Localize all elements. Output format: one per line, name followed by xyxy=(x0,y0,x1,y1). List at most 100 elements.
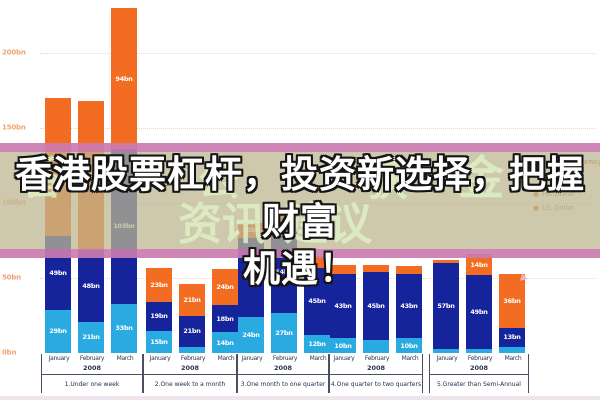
axis-group: January February March 2008 1.Under one week xyxy=(41,354,143,393)
y-tick-label: 200bn xyxy=(2,48,26,57)
bar-3-march: 45bn 12bn xyxy=(304,255,330,353)
segment-navy: 43bn xyxy=(330,273,356,338)
segment-value-label: 24bn xyxy=(242,331,260,339)
segment-value-label: 13bn xyxy=(503,333,521,342)
segment-navy: 48bn xyxy=(78,249,104,322)
segment-value-label: 19bn xyxy=(150,312,168,321)
axis-group: January February March 2008 2.One week to a … xyxy=(143,354,237,393)
promo-banner: 香 公 获金资讯 建议 香港股票杠杆，投资新选择，把握财富 机遇！ xyxy=(0,143,600,290)
year-label: 2008 xyxy=(366,364,386,372)
segment-orange: 94bn xyxy=(111,8,137,149)
segment-value-label: 53bn xyxy=(242,273,260,282)
segment-value-label: 33bn xyxy=(115,324,133,333)
segment-orange: 36bn xyxy=(499,273,525,328)
segment-value-label: 49bn xyxy=(470,307,488,316)
bar-4-march: 43bn 10bn xyxy=(396,266,422,353)
y-tick-label: 0bn xyxy=(2,348,17,357)
axis-group: January February March 2008 3.One month to o… xyxy=(237,354,329,393)
segment-light_blue: 24bn xyxy=(238,317,264,353)
segment-orange: 14bn xyxy=(466,254,492,275)
segment-value-label: 43bn xyxy=(334,301,352,310)
segment-value-label: 14bn xyxy=(216,338,234,347)
axis-group: January February March 2008 5.Greater than S… xyxy=(429,354,529,393)
segment-value-label: 21bn xyxy=(82,333,100,342)
segment-orange xyxy=(363,264,389,272)
month-label: January xyxy=(48,355,70,362)
segment-light_blue xyxy=(499,347,525,353)
segment-value-label: 24bn xyxy=(216,283,234,291)
bottom-edge-strip xyxy=(0,396,600,400)
year-label: 2008 xyxy=(469,364,489,372)
segment-navy: 13bn xyxy=(499,327,525,347)
segment-value-label: 12bn xyxy=(308,340,326,348)
segment-value-label: 27bn xyxy=(275,328,293,337)
segment-light_blue: 12bn xyxy=(304,335,330,353)
month-label: January xyxy=(333,355,355,362)
month-label: February xyxy=(467,355,493,362)
segment-light_blue xyxy=(363,339,389,353)
segment-navy: 49bn xyxy=(466,275,492,349)
segment-value-label: 21bn xyxy=(183,295,201,304)
maturity-category-label: 1.Under one week xyxy=(42,374,142,393)
month-label: February xyxy=(180,355,206,362)
segment-value-label: 49bn xyxy=(49,268,67,277)
bar-5-january: 57bn xyxy=(433,260,459,353)
segment-light_blue: 33bn xyxy=(111,303,137,353)
month-label: February xyxy=(272,355,298,362)
segment-value-label: 18bn xyxy=(216,314,234,323)
segment-light_blue: 21bn xyxy=(78,321,104,353)
segment-value-label: 15bn xyxy=(150,337,168,346)
segment-orange: 24bn xyxy=(212,269,238,305)
segment-value-label: 94bn xyxy=(115,74,133,83)
maturity-category-label: 2.One week to a month xyxy=(144,374,236,393)
segment-value-label: 23bn xyxy=(150,280,168,289)
segment-navy: 57bn xyxy=(433,263,459,349)
segment-navy: 43bn xyxy=(396,273,422,338)
banner-bottom-strip xyxy=(0,249,600,258)
axis-group: January February March 2008 4.One quarter to… xyxy=(329,354,423,393)
month-label: February xyxy=(364,355,390,362)
segment-light_blue: 10bn xyxy=(330,338,356,353)
segment-orange xyxy=(304,255,330,268)
segment-value-label: 14bn xyxy=(470,260,488,269)
banner-top-strip xyxy=(0,143,600,152)
segment-light_blue xyxy=(179,347,205,353)
segment-value-label: 48bn xyxy=(82,281,100,290)
segment-orange: 21bn xyxy=(179,284,205,316)
segment-navy: 45bn xyxy=(304,267,330,335)
segment-light_blue: 15bn xyxy=(146,330,172,353)
bar-5-march: 36bn 13bn xyxy=(499,273,525,353)
y-tick-label: 150bn xyxy=(2,123,26,132)
segment-value-label: 45bn xyxy=(367,301,385,310)
segment-value-label: 45bn xyxy=(308,297,326,306)
gridline xyxy=(40,53,596,54)
segment-value-label: 10bn xyxy=(400,341,418,350)
ghost-word: 建议 xyxy=(284,199,372,250)
segment-value-label: 36bn xyxy=(503,296,521,305)
year-label: 2008 xyxy=(273,364,293,372)
month-label: February xyxy=(79,355,105,362)
month-label: March xyxy=(309,355,327,362)
ghost-char: 香 xyxy=(20,153,64,204)
segment-light_blue xyxy=(466,348,492,353)
ghost-word: 资讯 xyxy=(178,199,266,250)
segment-orange xyxy=(330,264,356,274)
segment-light_blue: 27bn xyxy=(271,312,297,353)
banner-headline-line2: 机遇！ xyxy=(243,247,357,290)
ghost-char: 公 xyxy=(198,156,241,205)
segment-value-label: 10bn xyxy=(334,341,352,350)
segment-light_blue: 10bn xyxy=(396,338,422,353)
segment-value-label: 29bn xyxy=(49,327,67,336)
segment-orange xyxy=(396,266,422,274)
segment-navy: 19bn xyxy=(146,302,172,331)
month-label: March xyxy=(401,355,419,362)
banner-headline: 香港股票杠杆，投资新选择，把握财富 机遇！ xyxy=(0,151,600,292)
gridline xyxy=(40,128,596,129)
segment-navy: 45bn xyxy=(363,272,389,340)
segment-navy: 18bn xyxy=(212,305,238,332)
maturity-category-label: 4.One quarter to two quarters xyxy=(330,374,422,393)
banner-headline-line1: 香港股票杠杆，投资新选择，把握财富 xyxy=(15,153,585,243)
maturity-category-label: 5.Greater than Semi-Annual xyxy=(430,374,528,393)
bar-2-january: 23bn 19bn 15bn xyxy=(146,267,172,353)
